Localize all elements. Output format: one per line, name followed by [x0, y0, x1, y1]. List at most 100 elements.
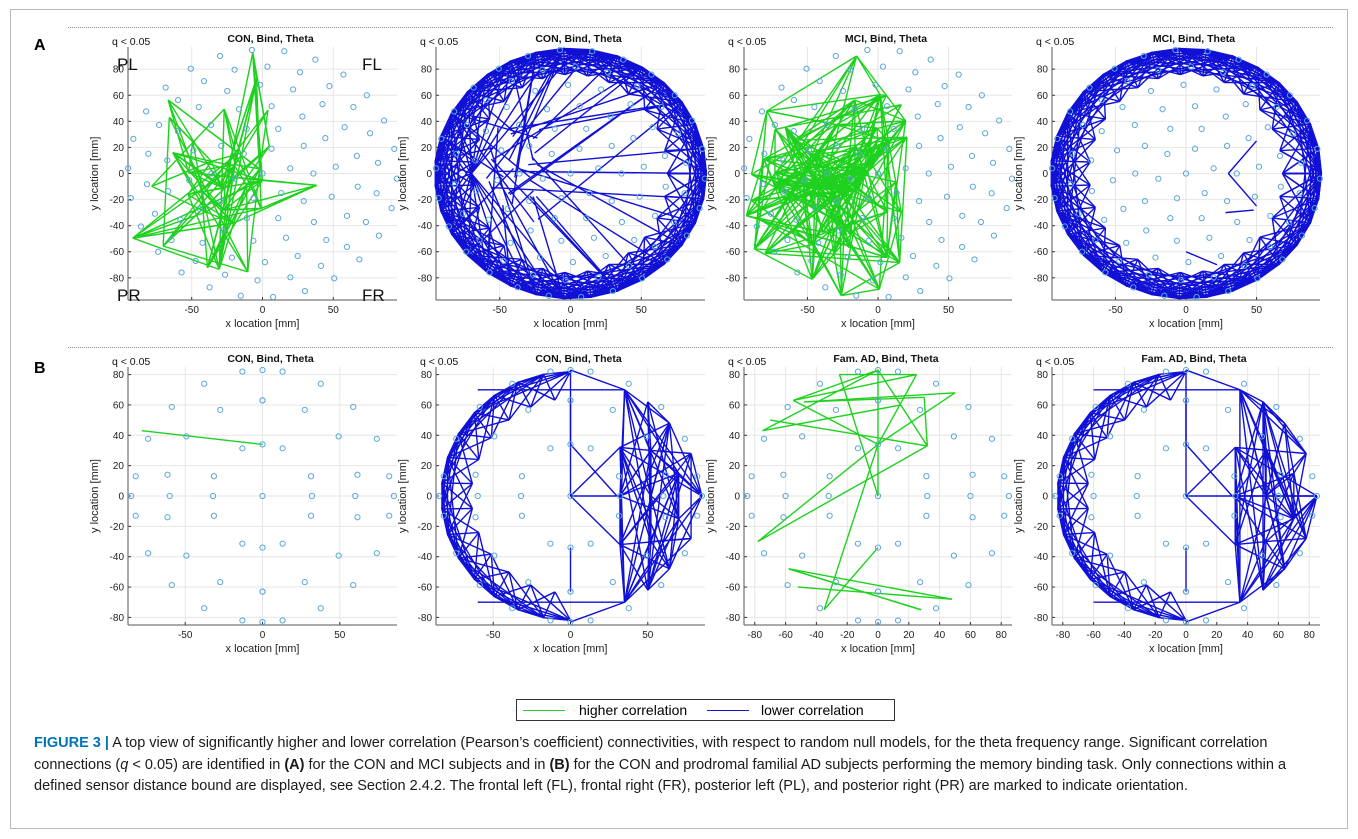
connection-edge: [644, 222, 696, 238]
caption-ref-b: (B): [549, 756, 570, 773]
connection-edge: [564, 49, 592, 76]
sensor-node: [746, 135, 753, 142]
sensor-node: [177, 216, 184, 223]
connection-edge: [877, 369, 928, 447]
connection-edge: [1271, 101, 1298, 130]
network-plot-b2: -50 0 50 -80 -60 -40 -20 0 20 40 60 80 CON, Bind, Th…: [397, 353, 706, 655]
connection-edge: [529, 179, 665, 265]
sensor-node: [307, 512, 315, 519]
sensor-node: [1088, 188, 1096, 195]
sensor-node: [586, 189, 593, 197]
connection-edge: [1243, 82, 1280, 95]
sensor-node: [978, 92, 986, 99]
connection-edge: [221, 185, 226, 189]
connection-edge: [793, 373, 917, 402]
sensor-node: [1008, 175, 1015, 182]
sensor-node: [393, 175, 400, 182]
connection-edge: [447, 456, 479, 461]
x-tick-label: 40: [1242, 630, 1254, 641]
connection-edge: [508, 382, 519, 421]
connection-edge: [1227, 173, 1258, 207]
sensor-node: [268, 103, 275, 110]
connection-edge: [1145, 584, 1160, 618]
sensor-node: [1296, 190, 1303, 197]
connection-edge: [1185, 601, 1241, 623]
sensor-node: [872, 81, 879, 88]
connection-edge: [1062, 457, 1089, 485]
sensor-node: [847, 175, 854, 182]
y-tick-label: -20: [726, 522, 741, 533]
divider-middle: [68, 347, 1333, 348]
sensor-node: [927, 56, 934, 63]
connection-edge: [1178, 48, 1182, 75]
connection-edge: [1185, 443, 1233, 497]
connection-edge: [627, 66, 644, 95]
connection-edge: [1158, 373, 1172, 401]
x-tick-label: 60: [965, 630, 977, 641]
sensor-node: [743, 195, 750, 202]
connection-edge: [172, 152, 223, 188]
sensor-node: [969, 514, 976, 521]
sensor-node: [1314, 145, 1321, 152]
connection-edge: [817, 161, 870, 211]
sensor-node: [210, 473, 218, 480]
sensor-node: [1088, 471, 1095, 478]
connection-edge: [647, 401, 670, 424]
connection-edge: [537, 164, 683, 246]
connection-edge: [1124, 373, 1160, 421]
connection-edge: [608, 66, 643, 84]
sensor-node: [864, 46, 871, 54]
connection-edge: [440, 135, 480, 141]
y-tick-label: 0: [1042, 169, 1048, 180]
sensor-node: [1086, 84, 1093, 91]
sensor-node: [453, 435, 460, 442]
connection-edge: [521, 52, 538, 88]
y-tick-label: 20: [421, 143, 433, 154]
sensor-node: [1198, 215, 1205, 222]
connection-edge: [898, 137, 908, 263]
y-tick-label: -80: [1034, 613, 1049, 624]
sensor-node: [1213, 86, 1220, 93]
y-tick-label: 20: [729, 461, 741, 472]
connection-edge: [1124, 382, 1135, 421]
connection-edge: [1235, 495, 1295, 520]
connection-edge: [223, 179, 263, 211]
sensor-node: [386, 473, 393, 480]
sensor-node: [1141, 142, 1149, 150]
connection-edge: [530, 584, 545, 618]
sensor-node: [294, 252, 301, 260]
sensor-node: [168, 403, 175, 411]
sensor-node: [453, 150, 460, 157]
sensor-node: [625, 262, 633, 269]
connection-edge: [521, 258, 565, 300]
sensor-node: [578, 293, 585, 301]
connection-edge: [260, 184, 317, 210]
connection-edge: [507, 82, 665, 195]
q-threshold-label: q < 0.05: [1036, 36, 1074, 48]
sensor-node: [373, 550, 380, 557]
y-tick-label: 60: [113, 400, 125, 411]
connection-edge: [1089, 412, 1108, 439]
sensor-node: [301, 287, 309, 295]
sensor-node: [356, 256, 363, 263]
sensor-node: [874, 170, 882, 177]
connection-edge: [487, 258, 523, 274]
connection-edge: [494, 596, 571, 622]
y-tick-label: -40: [110, 221, 125, 232]
connection-edge: [1090, 571, 1125, 580]
connection-edge: [1125, 259, 1139, 287]
connection-edge: [474, 571, 510, 580]
y-tick-label: 80: [421, 370, 433, 381]
connection-edge: [168, 116, 194, 142]
x-tick-label: 50: [1251, 305, 1263, 316]
sensor-node: [990, 232, 998, 239]
connection-edge: [788, 568, 953, 600]
network-plots: -50 0 50 -80 -60 -40 -20 0 20 40 60 80 CON, Bind, Th…: [89, 33, 1323, 655]
connection-edge: [1137, 259, 1153, 295]
connection-edge: [1232, 55, 1245, 95]
sensor-node: [137, 223, 145, 230]
sensor-node: [1240, 605, 1248, 612]
sensor-node: [1155, 66, 1162, 73]
connection-edge: [486, 74, 491, 120]
sensor-node: [168, 236, 175, 244]
